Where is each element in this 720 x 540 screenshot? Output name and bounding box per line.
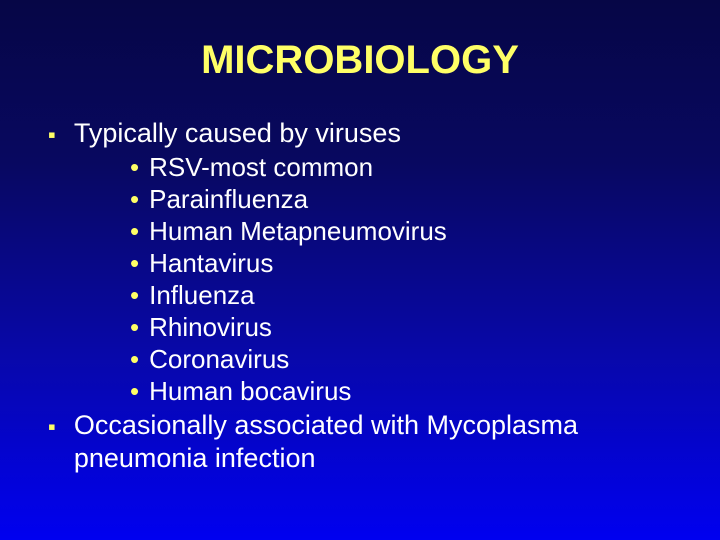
- sub-list-item-text: Parainfluenza: [149, 183, 308, 215]
- dot-bullet-icon: •: [130, 183, 139, 215]
- bullet-list: ▪ Typically caused by viruses • RSV-most…: [48, 117, 672, 475]
- sub-list-item-text: Human Metapneumovirus: [149, 215, 447, 247]
- square-bullet-icon: ▪: [48, 411, 56, 443]
- sub-list-item: • Coronavirus: [130, 343, 672, 375]
- sub-list-item: • RSV-most common: [130, 151, 672, 183]
- slide: MICROBIOLOGY ▪ Typically caused by virus…: [0, 0, 720, 540]
- list-item-text: Occasionally associated with Mycoplasma …: [74, 409, 672, 475]
- sub-list-item-text: RSV-most common: [149, 151, 373, 183]
- dot-bullet-icon: •: [130, 343, 139, 375]
- sub-list-item-text: Hantavirus: [149, 247, 273, 279]
- sub-list-item: • Human bocavirus: [130, 375, 672, 407]
- dot-bullet-icon: •: [130, 151, 139, 183]
- list-item: ▪ Typically caused by viruses: [48, 117, 672, 151]
- sub-list-item: • Parainfluenza: [130, 183, 672, 215]
- slide-title: MICROBIOLOGY: [48, 38, 672, 83]
- sub-list-item-text: Influenza: [149, 279, 255, 311]
- dot-bullet-icon: •: [130, 247, 139, 279]
- list-item-text: Typically caused by viruses: [74, 117, 401, 150]
- sub-list-item: • Human Metapneumovirus: [130, 215, 672, 247]
- sub-list-item: • Rhinovirus: [130, 311, 672, 343]
- sub-list-item-text: Human bocavirus: [149, 375, 351, 407]
- sub-list-item: • Influenza: [130, 279, 672, 311]
- dot-bullet-icon: •: [130, 311, 139, 343]
- list-item: ▪ Occasionally associated with Mycoplasm…: [48, 409, 672, 475]
- sub-list-item-text: Rhinovirus: [149, 311, 272, 343]
- dot-bullet-icon: •: [130, 375, 139, 407]
- sub-list: • RSV-most common • Parainfluenza • Huma…: [130, 151, 672, 407]
- dot-bullet-icon: •: [130, 215, 139, 247]
- dot-bullet-icon: •: [130, 279, 139, 311]
- sub-list-item: • Hantavirus: [130, 247, 672, 279]
- sub-list-item-text: Coronavirus: [149, 343, 289, 375]
- square-bullet-icon: ▪: [48, 119, 56, 151]
